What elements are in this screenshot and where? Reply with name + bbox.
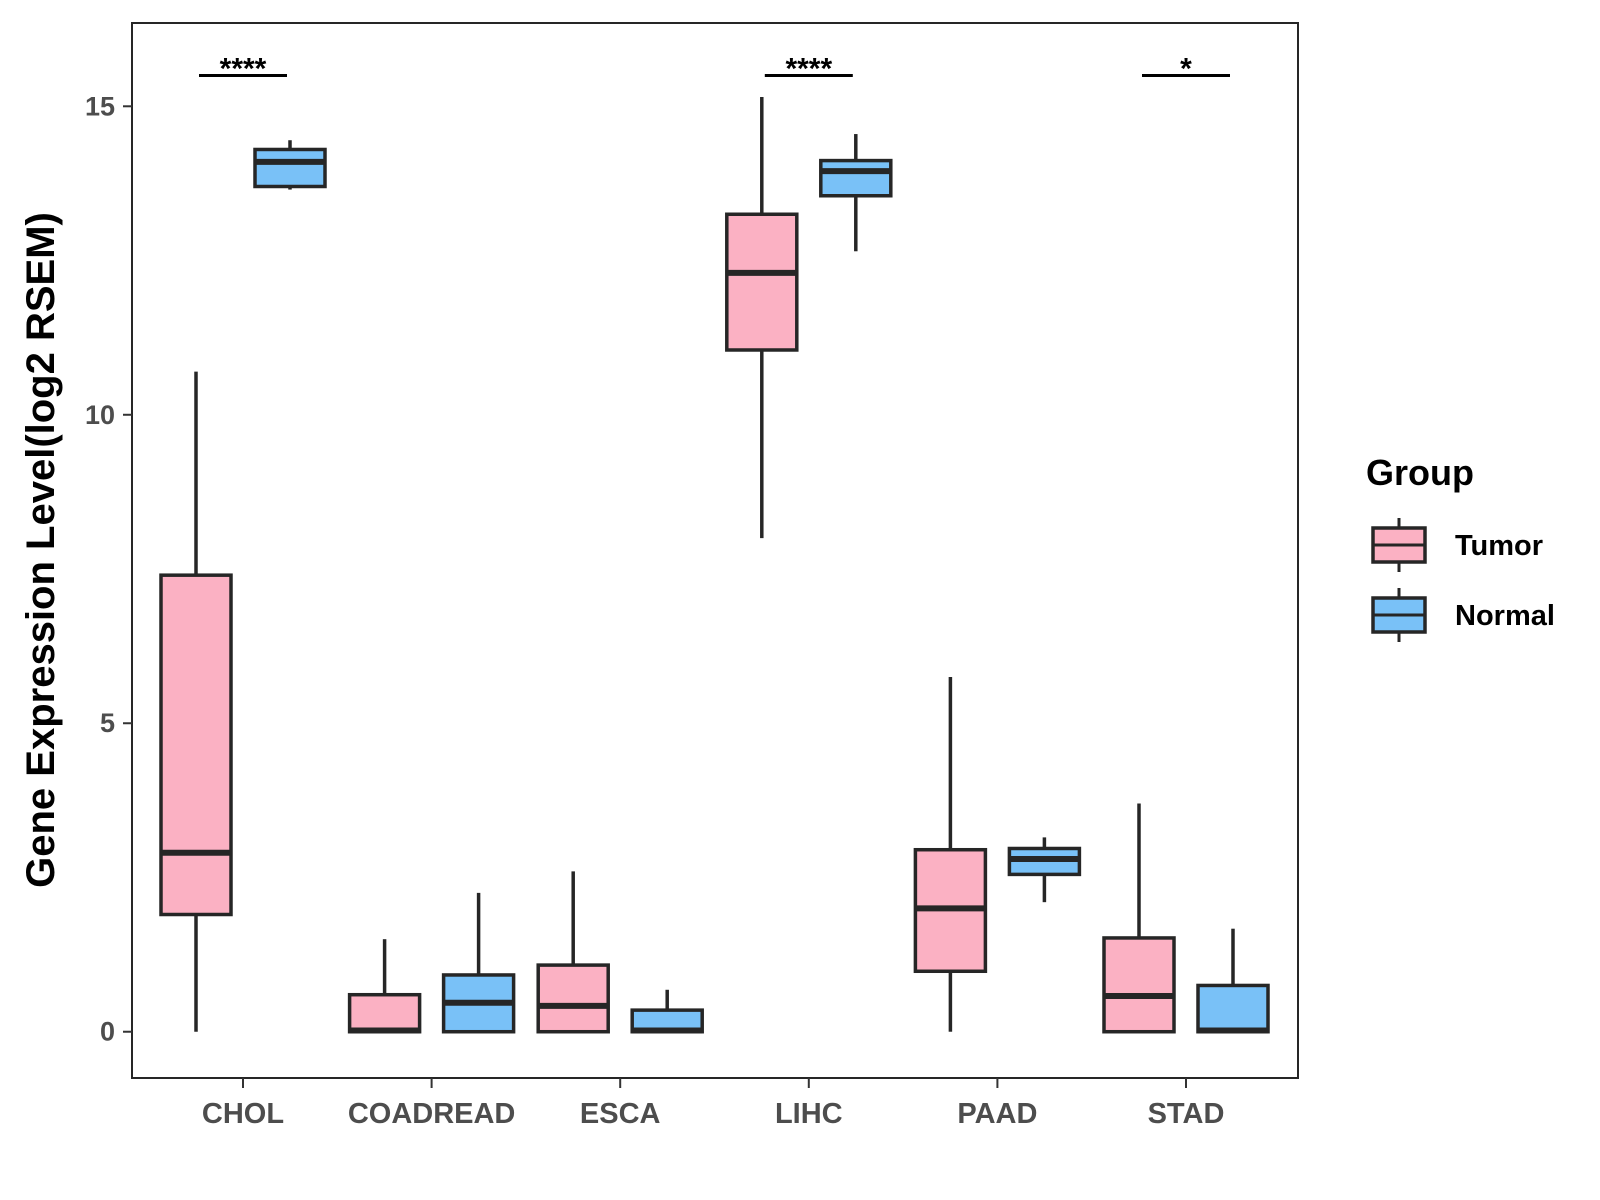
box-body	[1196, 983, 1270, 1034]
box-body	[159, 573, 233, 917]
y-axis-title: Gene Expression Level(log2 RSEM)	[19, 212, 63, 888]
y-tick-label: 0	[100, 1017, 115, 1047]
box-normal-esca	[630, 989, 704, 1034]
box-body	[536, 963, 610, 1034]
box-normal-lihc	[819, 134, 893, 252]
box-normal-stad	[1196, 928, 1270, 1034]
box-tumor-paad	[913, 676, 988, 1032]
y-tick-label: 5	[100, 708, 115, 738]
legend: Group Tumor Normal	[1366, 452, 1555, 642]
chart-axes: 0 5 10 15 CHOL COADREAD ESCA LIHC PAAD STAD	[85, 91, 1224, 1130]
box-body	[725, 212, 799, 352]
x-tick-label: STAD	[1148, 1098, 1225, 1130]
box-body	[1102, 936, 1176, 1034]
chart-marks: **** **** *	[159, 52, 1270, 1034]
box-tumor-chol	[159, 371, 233, 1032]
plot-background	[132, 23, 1298, 1078]
plot-panel-border	[131, 22, 1299, 1079]
significance-label-lihc: ****	[785, 52, 832, 85]
box-normal-coadread	[441, 892, 516, 1034]
legend-label-tumor: Tumor	[1455, 530, 1543, 562]
legend-item-normal: Normal	[1371, 588, 1555, 642]
box-body	[347, 992, 422, 1034]
x-tick-label: CHOL	[202, 1098, 284, 1130]
box-tumor-esca	[536, 871, 610, 1034]
box-normal-chol	[253, 140, 327, 190]
box-body	[253, 147, 327, 189]
box-tumor-lihc	[725, 97, 799, 539]
significance-label-chol: ****	[220, 52, 267, 85]
legend-title: Group	[1366, 452, 1474, 493]
significance-label-stad: *	[1180, 52, 1192, 85]
y-tick-label: 10	[85, 400, 115, 430]
x-tick-label: LIHC	[775, 1098, 843, 1130]
y-tick-label: 15	[85, 91, 115, 121]
box-normal-paad	[1007, 837, 1082, 903]
x-tick-label: ESCA	[580, 1098, 661, 1130]
x-tick-label: PAAD	[957, 1098, 1037, 1130]
box-body	[819, 158, 893, 198]
x-tick-label: COADREAD	[348, 1098, 516, 1130]
box-tumor-coadread	[347, 939, 422, 1034]
legend-item-tumor: Tumor	[1371, 518, 1543, 572]
box-tumor-stad	[1102, 803, 1176, 1034]
legend-label-normal: Normal	[1455, 600, 1555, 632]
